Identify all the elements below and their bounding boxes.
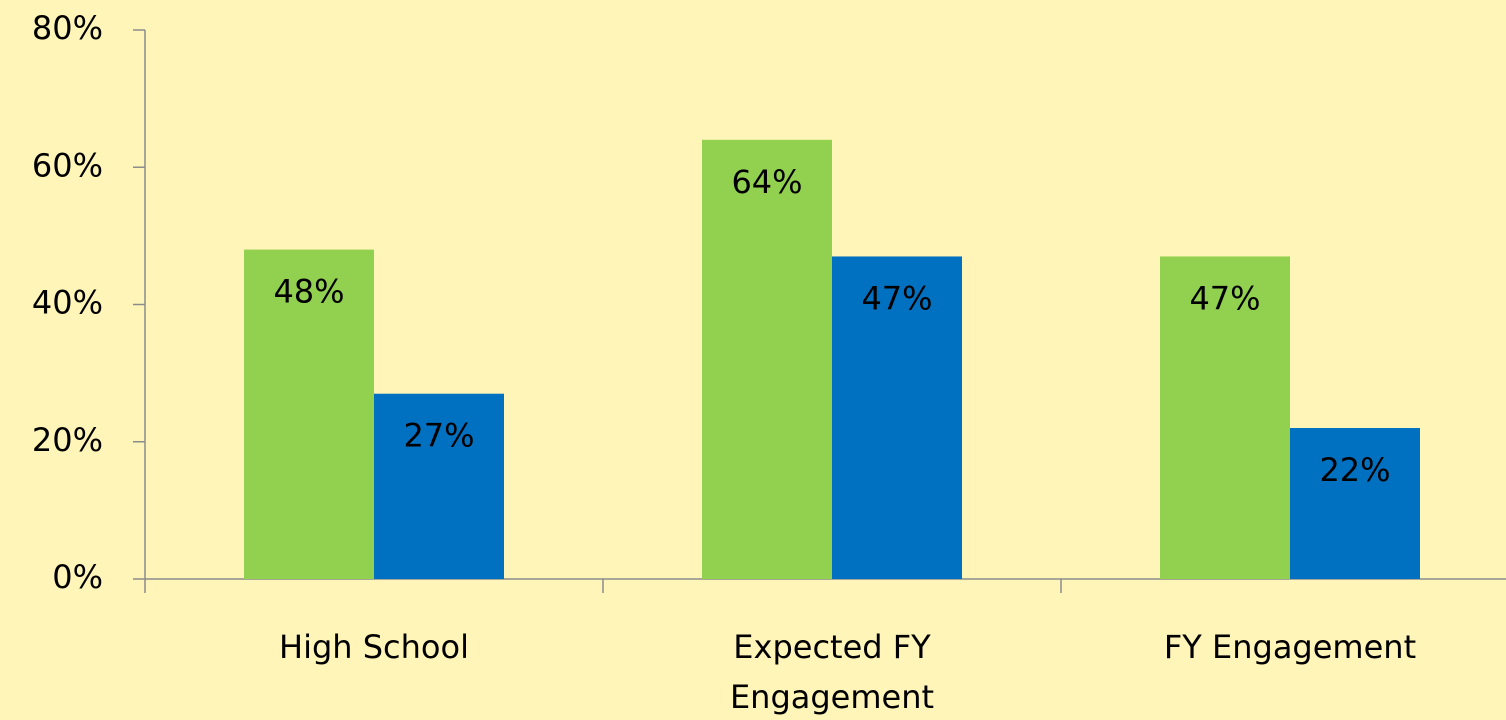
data-label: 47% [1189, 279, 1260, 317]
bar [1160, 256, 1290, 579]
data-label: 64% [731, 163, 802, 201]
y-tick-label: 20% [32, 421, 103, 459]
bar [1290, 428, 1420, 579]
bar [244, 249, 374, 579]
x-tick-label: Expected FY Engagement [729, 628, 935, 716]
data-label: 48% [273, 273, 344, 311]
x-tick-label: FY Engagement [1163, 628, 1417, 666]
data-label: 22% [1319, 451, 1390, 489]
bar [374, 393, 504, 579]
y-tick-label: 80% [32, 9, 103, 47]
data-label: 47% [861, 279, 932, 317]
y-tick-label: 40% [32, 284, 103, 322]
y-tick-label: 60% [32, 146, 103, 184]
bar [832, 256, 962, 579]
bar [702, 139, 832, 580]
data-label: 27% [403, 417, 474, 455]
y-tick-label: 0% [52, 558, 103, 596]
x-tick-label: High School [279, 628, 469, 666]
